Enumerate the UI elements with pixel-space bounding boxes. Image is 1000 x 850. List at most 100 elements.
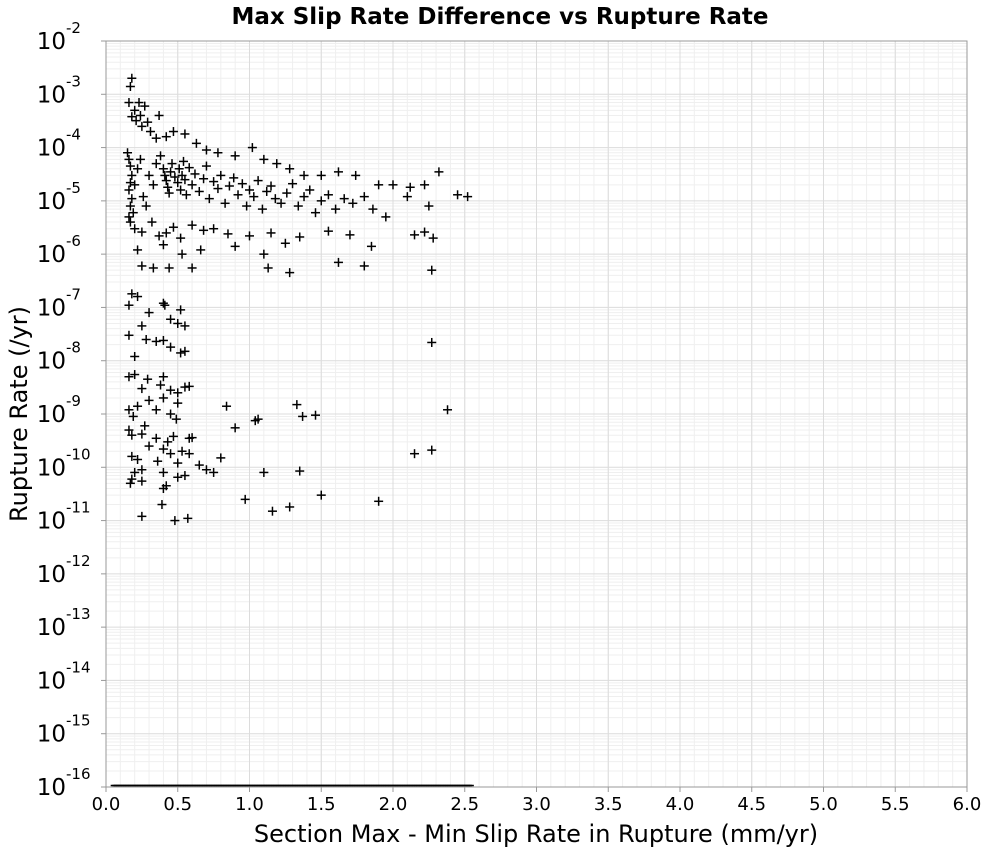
data-point bbox=[151, 405, 161, 415]
data-point bbox=[158, 393, 168, 403]
data-point bbox=[359, 261, 369, 271]
data-point bbox=[124, 300, 134, 310]
data-point bbox=[143, 117, 153, 127]
y-tick-base: 10 bbox=[37, 295, 66, 321]
data-point bbox=[230, 241, 240, 251]
data-point bbox=[333, 257, 343, 267]
data-point bbox=[305, 185, 315, 195]
data-point bbox=[166, 449, 176, 459]
data-point bbox=[130, 351, 140, 361]
data-point bbox=[170, 516, 180, 526]
data-point bbox=[168, 222, 178, 232]
data-point bbox=[204, 194, 214, 204]
data-point bbox=[125, 178, 135, 188]
data-point bbox=[222, 401, 232, 411]
data-point bbox=[181, 190, 191, 200]
y-tick-label: 10-2 bbox=[37, 19, 81, 55]
y-tick-label: 10-6 bbox=[37, 232, 81, 268]
data-point bbox=[176, 305, 186, 315]
data-point bbox=[247, 143, 257, 153]
data-point bbox=[405, 182, 415, 192]
data-point bbox=[463, 192, 473, 202]
data-point bbox=[201, 161, 211, 171]
data-point bbox=[166, 167, 176, 177]
data-point bbox=[125, 81, 135, 91]
data-point bbox=[388, 180, 398, 190]
y-tick-exponent: -4 bbox=[66, 126, 81, 144]
data-point bbox=[124, 212, 134, 222]
data-point bbox=[443, 405, 453, 415]
data-point bbox=[137, 465, 147, 475]
data-point bbox=[187, 263, 197, 273]
data-point bbox=[282, 188, 292, 198]
data-point bbox=[130, 467, 140, 477]
y-tick-label: 10-16 bbox=[37, 765, 91, 801]
data-point bbox=[374, 180, 384, 190]
data-point bbox=[220, 198, 230, 208]
data-point bbox=[167, 159, 177, 169]
y-tick-label: 10-14 bbox=[37, 658, 91, 694]
data-point bbox=[125, 478, 135, 488]
y-axis-ticks: 10-210-310-410-510-610-710-810-910-1010-… bbox=[37, 19, 106, 801]
data-point bbox=[184, 163, 194, 173]
data-point bbox=[359, 192, 369, 202]
data-point bbox=[191, 138, 201, 148]
data-point bbox=[223, 229, 233, 239]
data-point bbox=[127, 430, 137, 440]
data-point bbox=[127, 170, 137, 180]
data-point bbox=[311, 208, 321, 218]
data-point bbox=[158, 467, 168, 477]
data-point bbox=[427, 265, 437, 275]
data-point bbox=[272, 159, 282, 169]
data-point bbox=[199, 225, 209, 235]
data-point bbox=[158, 298, 168, 308]
data-point bbox=[224, 181, 234, 191]
y-tick-exponent: -3 bbox=[66, 72, 81, 90]
data-point bbox=[453, 190, 463, 200]
data-point bbox=[135, 154, 145, 164]
data-point bbox=[177, 446, 187, 456]
y-tick-base: 10 bbox=[37, 82, 66, 108]
data-point bbox=[161, 176, 171, 186]
data-point bbox=[428, 233, 438, 243]
x-tick-label: 1.0 bbox=[235, 794, 264, 815]
data-point bbox=[124, 330, 134, 340]
data-point bbox=[128, 208, 138, 218]
data-point bbox=[154, 231, 164, 241]
data-point bbox=[151, 336, 161, 346]
data-point bbox=[128, 411, 138, 421]
y-tick-exponent: -8 bbox=[66, 339, 81, 357]
data-point bbox=[143, 374, 153, 384]
x-tick-label: 0.5 bbox=[163, 794, 192, 815]
data-point bbox=[133, 454, 143, 464]
data-point bbox=[134, 98, 144, 108]
data-point bbox=[285, 164, 295, 174]
y-tick-label: 10-5 bbox=[37, 179, 81, 215]
data-point bbox=[173, 398, 183, 408]
data-point bbox=[124, 185, 134, 195]
data-point bbox=[253, 414, 263, 424]
data-point bbox=[194, 186, 204, 196]
data-point bbox=[180, 346, 190, 356]
data-point bbox=[158, 444, 168, 454]
data-point bbox=[168, 127, 178, 137]
x-tick-label: 0.0 bbox=[92, 794, 121, 815]
data-point bbox=[180, 321, 190, 331]
data-point bbox=[130, 105, 140, 115]
x-tick-label: 6.0 bbox=[953, 794, 982, 815]
data-point bbox=[194, 460, 204, 470]
data-point bbox=[173, 472, 183, 482]
data-point bbox=[163, 182, 173, 192]
data-point bbox=[173, 458, 183, 468]
data-point bbox=[262, 186, 272, 196]
data-point bbox=[345, 230, 355, 240]
data-point bbox=[147, 217, 157, 227]
data-point bbox=[213, 148, 223, 158]
y-tick-label: 10-3 bbox=[37, 72, 81, 108]
data-point bbox=[280, 238, 290, 248]
data-point bbox=[299, 192, 309, 202]
x-tick-label: 5.0 bbox=[809, 794, 838, 815]
y-tick-base: 10 bbox=[37, 455, 66, 481]
y-tick-label: 10-7 bbox=[37, 285, 81, 321]
data-point bbox=[180, 129, 190, 139]
